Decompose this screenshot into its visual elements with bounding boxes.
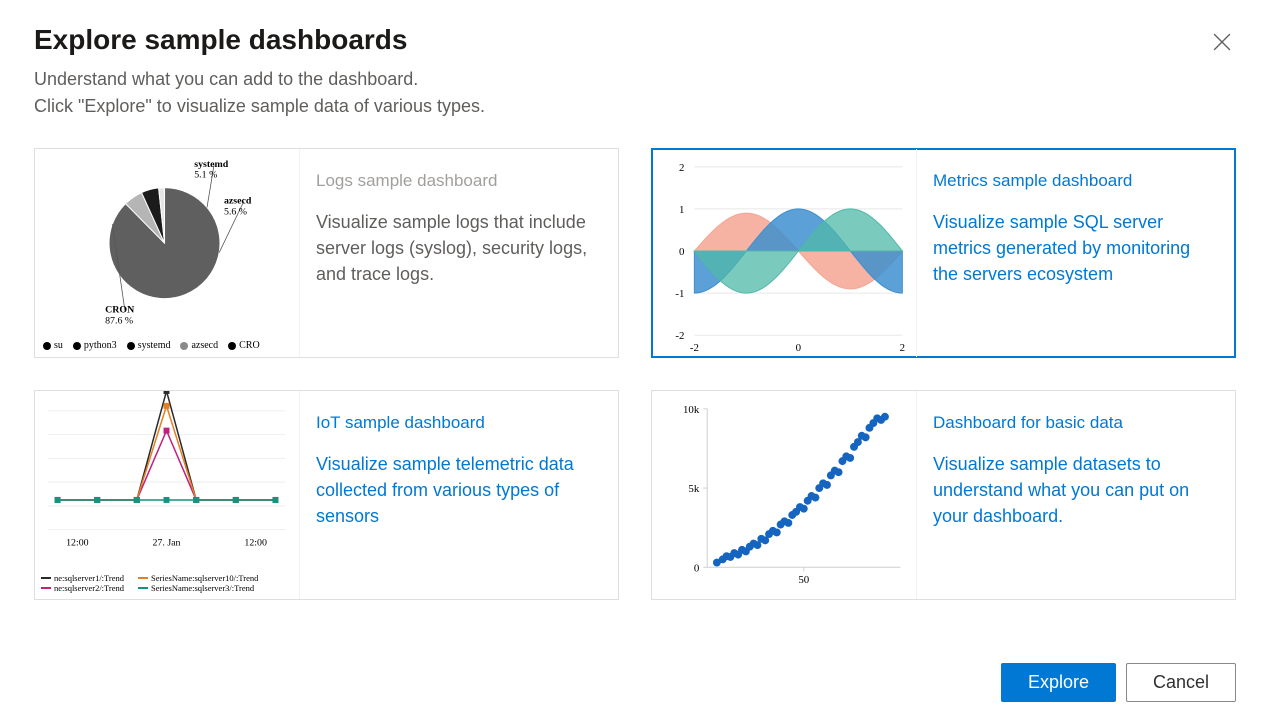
dashboard-card-iot[interactable]: 12:00 27. Jan 12:00 .x0.4090262187699554ne:…: [34, 390, 619, 600]
svg-text:azsecd: azsecd: [224, 195, 252, 206]
close-icon: [1213, 33, 1231, 51]
svg-text:-1: -1: [675, 288, 684, 300]
thumbnail-iot: 12:00 27. Jan 12:00 .x0.4090262187699554ne:…: [35, 391, 300, 599]
page-subtitle-1: Understand what you can add to the dashb…: [34, 66, 1236, 93]
svg-text:-2: -2: [690, 342, 699, 354]
card-title: Metrics sample dashboard: [933, 171, 1213, 191]
svg-text:5k: 5k: [688, 483, 699, 495]
svg-text:5.6 %: 5.6 %: [224, 206, 247, 217]
card-title: Logs sample dashboard: [316, 171, 596, 191]
close-button[interactable]: [1208, 28, 1236, 56]
dashboard-card-metrics[interactable]: -2 -1 0 1 2 -2 0 2 Metrics sample dashboard Visua…: [651, 148, 1236, 358]
svg-text:systemd: systemd: [194, 159, 229, 170]
svg-text:10k: 10k: [683, 404, 700, 416]
explore-button[interactable]: Explore: [1001, 663, 1116, 702]
thumbnail-logs: CRON87.6 % azsecd5.6 % systemd5.1 % supytho…: [35, 149, 300, 357]
svg-text:2: 2: [679, 162, 684, 174]
svg-text:0: 0: [694, 562, 700, 574]
svg-text:5.1 %: 5.1 %: [194, 170, 217, 181]
svg-text:CRON: CRON: [105, 304, 135, 315]
card-title: IoT sample dashboard: [316, 413, 596, 433]
svg-text:12:00: 12:00: [66, 538, 89, 549]
svg-text:27. Jan: 27. Jan: [152, 538, 180, 549]
svg-text:12:00: 12:00: [244, 538, 267, 549]
page-title: Explore sample dashboards: [34, 24, 1236, 56]
page-subtitle-2: Click "Explore" to visualize sample data…: [34, 93, 1236, 120]
svg-text:-2: -2: [675, 330, 684, 342]
card-description: Visualize sample SQL server metrics gene…: [933, 209, 1213, 287]
card-description: Visualize sample datasets to understand …: [933, 451, 1213, 529]
svg-text:1: 1: [679, 204, 684, 216]
dashboard-card-basic[interactable]: 0 5k 10k 50 Dashboard for basic data Visualiz…: [651, 390, 1236, 600]
svg-text:0: 0: [679, 246, 685, 258]
svg-text:0: 0: [796, 342, 802, 354]
card-title: Dashboard for basic data: [933, 413, 1213, 433]
svg-text:50: 50: [798, 574, 809, 586]
svg-text:87.6 %: 87.6 %: [105, 315, 133, 326]
pie-legend: supython3systemdazsecdCRO: [43, 340, 299, 351]
line-legend: .x0.4090262187699554ne:sqlserver1/:Trend…: [41, 573, 293, 593]
cancel-button[interactable]: Cancel: [1126, 663, 1236, 702]
thumbnail-metrics: -2 -1 0 1 2 -2 0 2: [652, 149, 917, 357]
svg-text:2: 2: [900, 342, 905, 354]
card-description: Visualize sample telemetric data collect…: [316, 451, 596, 529]
thumbnail-basic: 0 5k 10k 50: [652, 391, 917, 599]
dashboard-card-logs[interactable]: CRON87.6 % azsecd5.6 % systemd5.1 % supytho…: [34, 148, 619, 358]
card-description: Visualize sample logs that include serve…: [316, 209, 596, 287]
